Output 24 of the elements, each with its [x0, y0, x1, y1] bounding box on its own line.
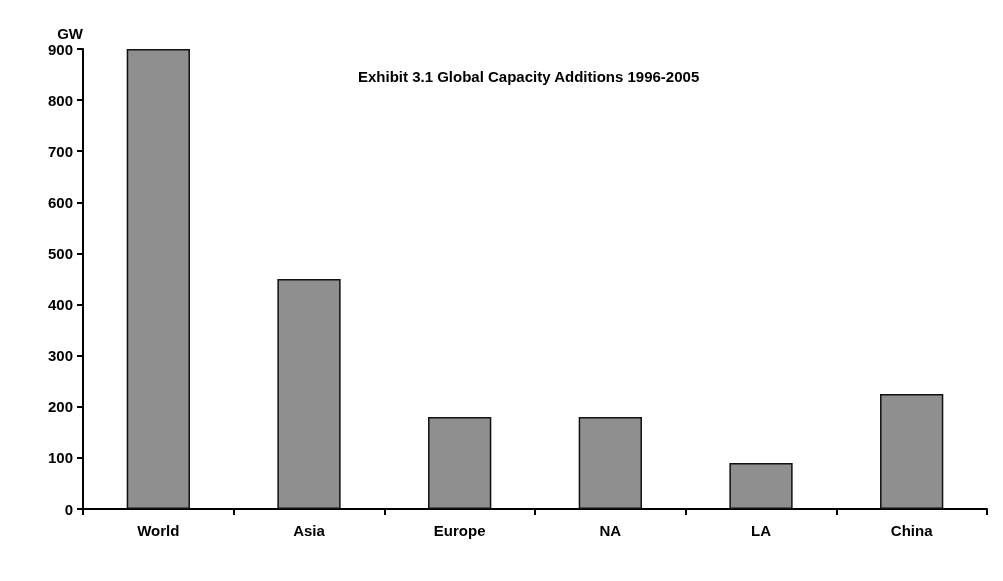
y-tick-label: 500 — [47, 244, 73, 262]
y-tick-label: 800 — [47, 91, 73, 109]
text: Exhibit 3.1 Global Capacity Additions 1996-2005 — [358, 68, 700, 85]
y-tick-label: 400 — [47, 296, 73, 314]
x-tick-label: LA — [751, 522, 772, 539]
y-tick-label: 300 — [47, 347, 73, 365]
x-tick-label: NA — [599, 522, 622, 539]
y-tick-label: 600 — [47, 193, 73, 211]
x-tick-label: World — [137, 522, 180, 539]
bar — [880, 394, 944, 509]
x-tick-label: Asia — [293, 522, 326, 539]
y-tick-label: 200 — [47, 398, 73, 416]
bar — [277, 279, 341, 509]
bar — [428, 417, 492, 509]
y-tick-label: 700 — [47, 142, 73, 160]
bar — [729, 463, 793, 509]
y-tick-label: 900 — [47, 40, 73, 58]
bar — [126, 49, 190, 509]
y-axis-title: GW — [57, 25, 84, 42]
x-tick-label: China — [890, 522, 934, 539]
x-tick-label: Europe — [433, 522, 486, 539]
bar — [578, 417, 642, 509]
y-tick-label: 100 — [47, 449, 73, 467]
y-tick-label: 0 — [64, 500, 73, 518]
